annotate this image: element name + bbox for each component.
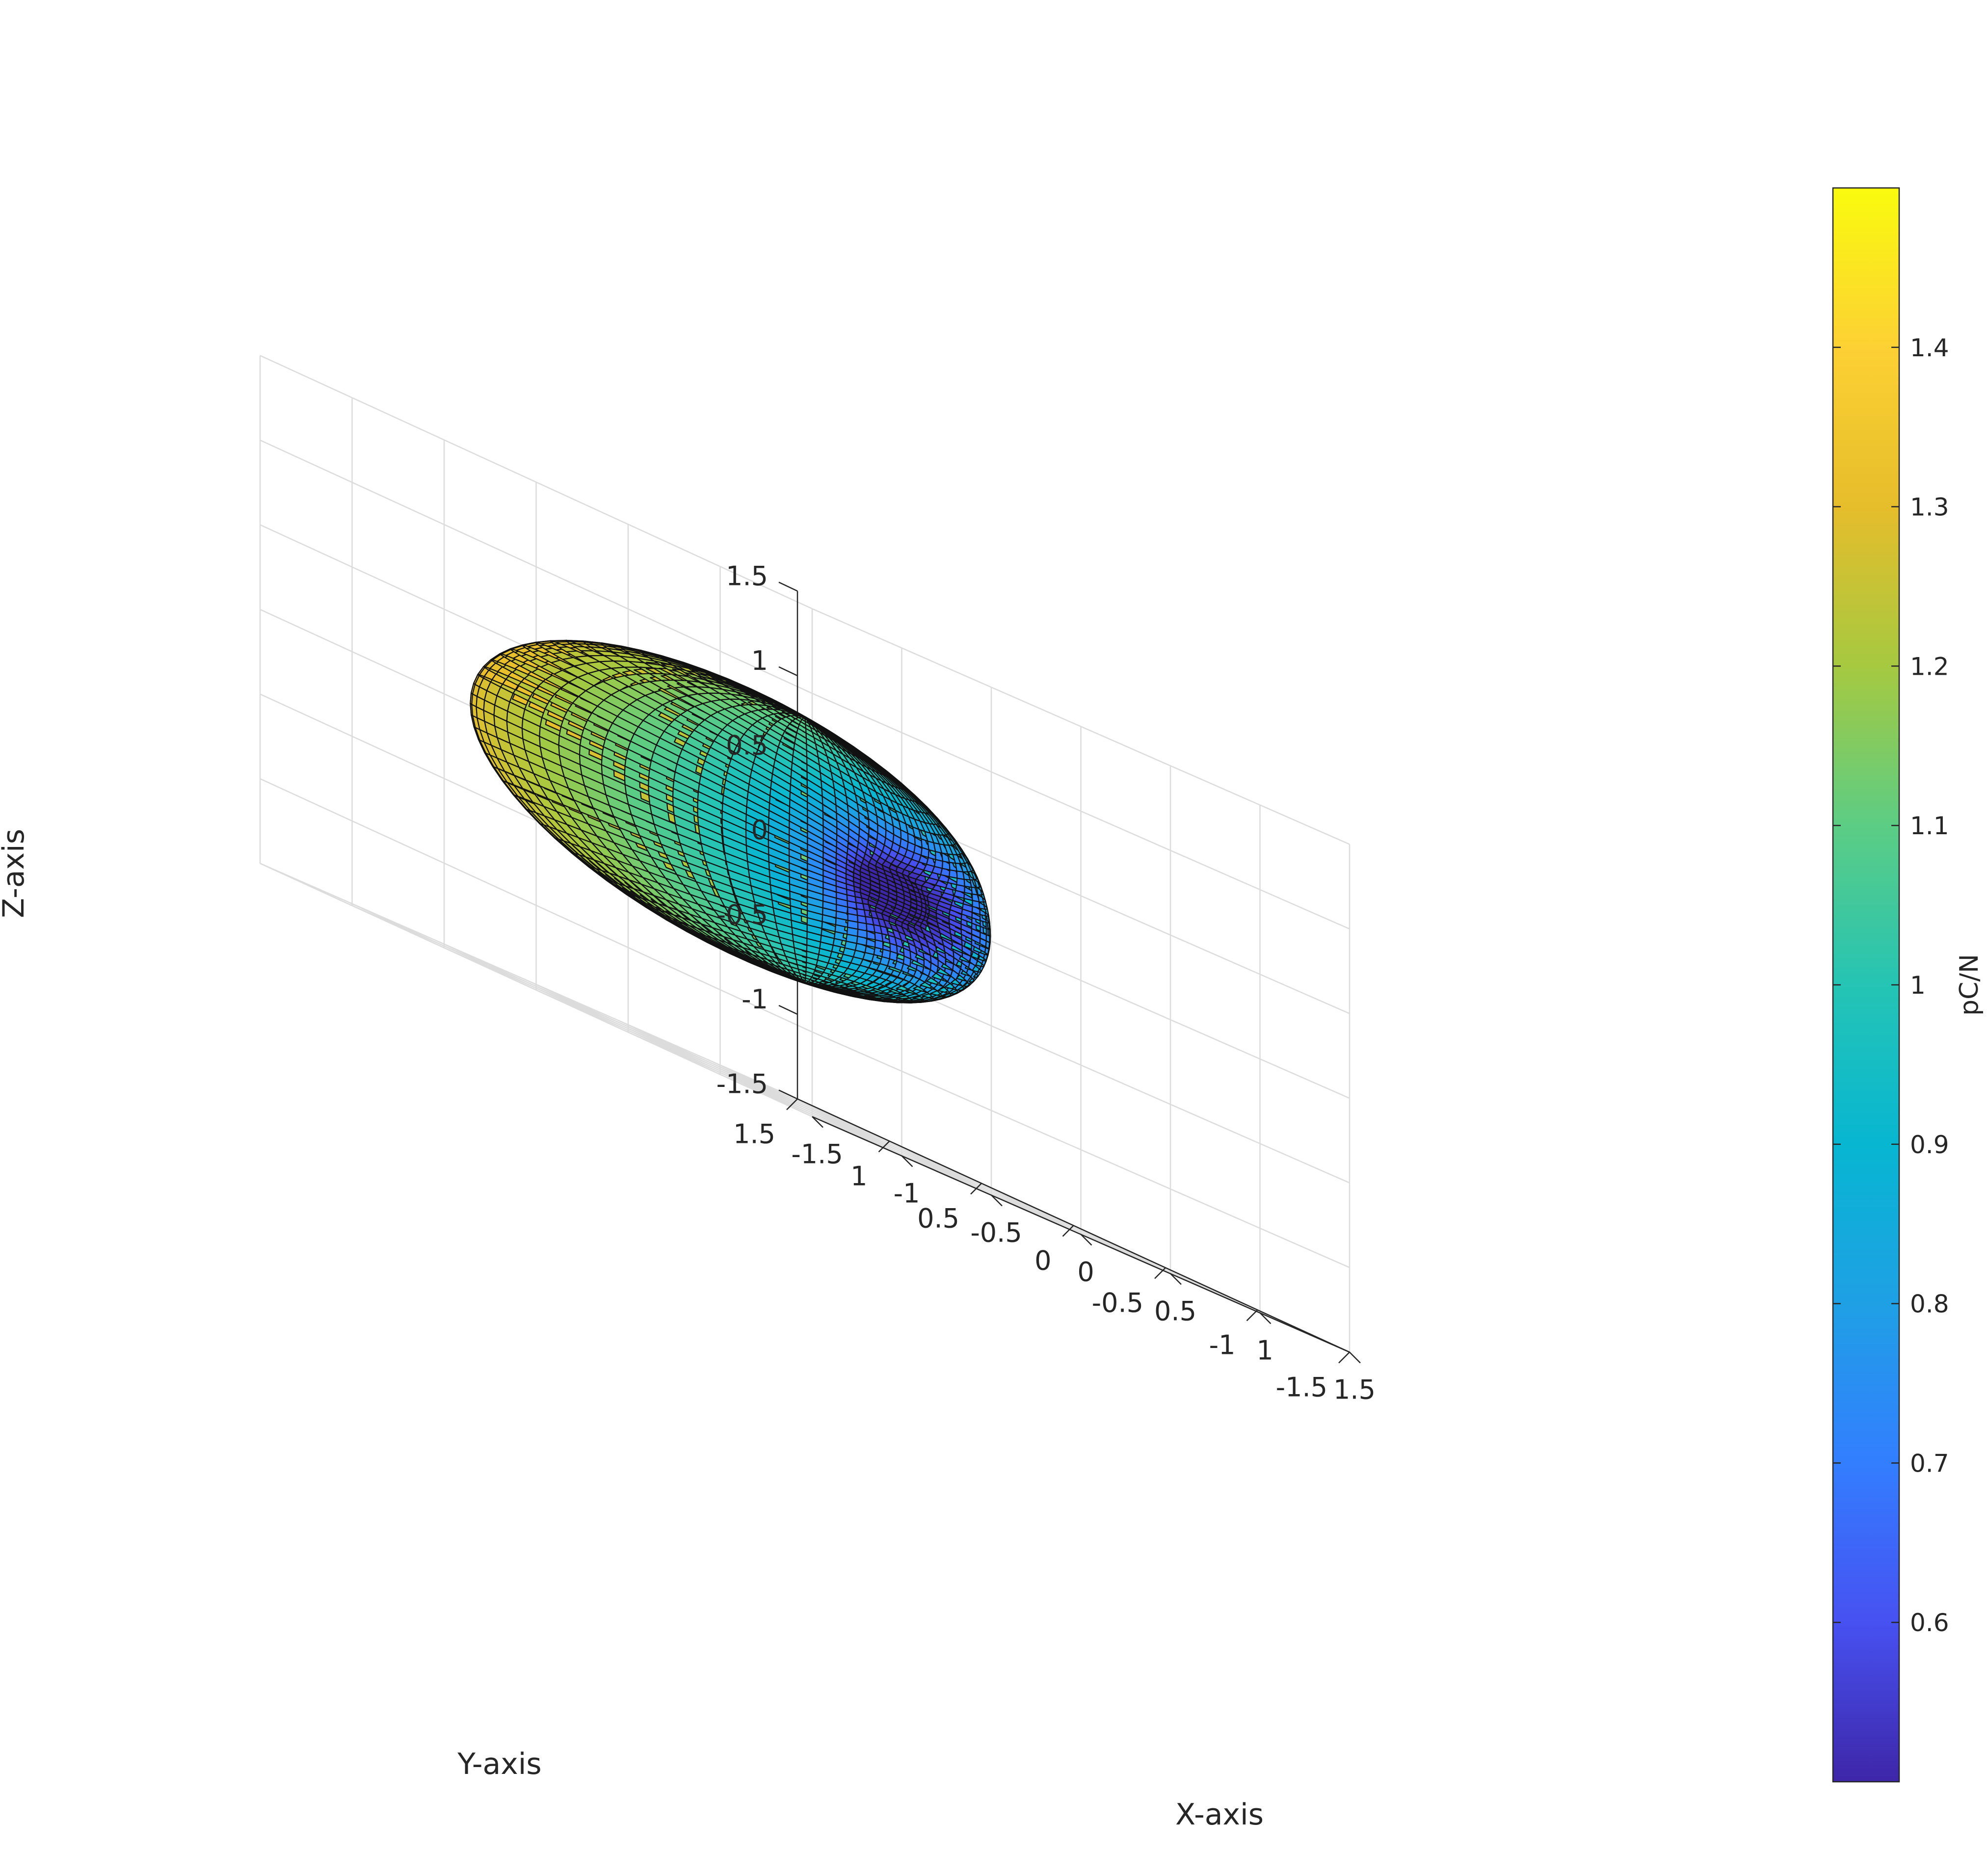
surface-patch bbox=[989, 935, 991, 944]
surface-patch bbox=[988, 922, 991, 930]
z-tick-label: 1 bbox=[751, 645, 768, 676]
back-wall-grid-line bbox=[260, 355, 813, 609]
y-tick-label: 0.5 bbox=[917, 1203, 959, 1234]
colorbar-tick-label: 1 bbox=[1910, 971, 1926, 1000]
y-tick bbox=[786, 1098, 798, 1110]
colorbar-gradient bbox=[1832, 187, 1900, 1783]
x-tick bbox=[1349, 1351, 1361, 1364]
back-wall-grid-line bbox=[260, 439, 813, 694]
z-tick bbox=[778, 1004, 798, 1015]
y-tick-label: 0 bbox=[1034, 1245, 1051, 1276]
z-tick-label: 0 bbox=[751, 815, 768, 845]
y-tick bbox=[1154, 1267, 1166, 1279]
x-tick bbox=[991, 1194, 1003, 1207]
z-axis-label: Z-axis bbox=[0, 829, 31, 918]
y-tick-label: -0.5 bbox=[1092, 1288, 1143, 1319]
x-tick-label: 1.5 bbox=[1333, 1374, 1376, 1405]
y-tick-label: -1.5 bbox=[1276, 1372, 1327, 1403]
z-tick-label: -0.5 bbox=[716, 899, 768, 930]
colorbar-tick-label: 1.4 bbox=[1910, 334, 1949, 362]
z-tick-label: 0.5 bbox=[726, 730, 768, 761]
z-tick bbox=[778, 1089, 798, 1100]
x-tick bbox=[1259, 1312, 1272, 1324]
surface-patch bbox=[989, 928, 991, 937]
z-tick-label: 1.5 bbox=[726, 561, 768, 592]
y-tick-label: 1.5 bbox=[733, 1119, 775, 1150]
y-axis-label: Y-axis bbox=[457, 1747, 541, 1781]
x-tick-label: 0 bbox=[1077, 1257, 1094, 1288]
y-tick bbox=[1062, 1225, 1074, 1237]
x-tick bbox=[812, 1116, 823, 1128]
y-tick bbox=[970, 1183, 982, 1195]
surface-plot bbox=[470, 639, 991, 1004]
x-axis-label: X-axis bbox=[1175, 1797, 1264, 1832]
x-tick bbox=[1080, 1234, 1092, 1246]
y-tick bbox=[1338, 1351, 1350, 1364]
side-wall-grid-line bbox=[812, 692, 1350, 930]
y-tick-label: -1 bbox=[1209, 1330, 1236, 1361]
y-tick bbox=[878, 1140, 890, 1153]
colorbar-tick-label: 1.3 bbox=[1910, 493, 1949, 522]
side-wall-grid-line bbox=[812, 608, 1350, 845]
x-tick-label: -1.5 bbox=[791, 1139, 843, 1170]
floor-grid-line bbox=[351, 905, 890, 1142]
y-tick bbox=[1246, 1309, 1258, 1321]
surface-patch bbox=[988, 942, 991, 950]
x-tick bbox=[901, 1155, 913, 1167]
colorbar-title: pC/N bbox=[1955, 954, 1984, 1016]
z-tick bbox=[778, 666, 798, 677]
colorbar-tick-label: 0.6 bbox=[1910, 1609, 1949, 1637]
y-tick-label: 1 bbox=[850, 1161, 867, 1192]
z-tick-label: -1 bbox=[742, 984, 768, 1015]
x-tick bbox=[1170, 1273, 1182, 1285]
colorbar: 0.6 0.7 0.8 0.9 1 1.1 1.2 1.3 1.4 pC/N bbox=[1832, 187, 1984, 1783]
x-tick-label: 1 bbox=[1256, 1335, 1273, 1366]
colorbar-tick-label: 0.7 bbox=[1910, 1449, 1949, 1478]
z-tick-label: -1.5 bbox=[716, 1069, 768, 1100]
colorbar-tick-label: 0.9 bbox=[1910, 1131, 1949, 1159]
colorbar-tick-label: 1.2 bbox=[1910, 652, 1949, 681]
colorbar-tick-label: 0.8 bbox=[1910, 1290, 1949, 1319]
colorbar-tick-label: 1.1 bbox=[1910, 812, 1949, 840]
floor-grid-line bbox=[260, 863, 798, 1100]
x-tick-label: -0.5 bbox=[970, 1217, 1022, 1248]
x-tick-label: -1 bbox=[894, 1178, 920, 1209]
z-tick bbox=[778, 581, 798, 592]
x-tick-label: 0.5 bbox=[1154, 1296, 1196, 1327]
